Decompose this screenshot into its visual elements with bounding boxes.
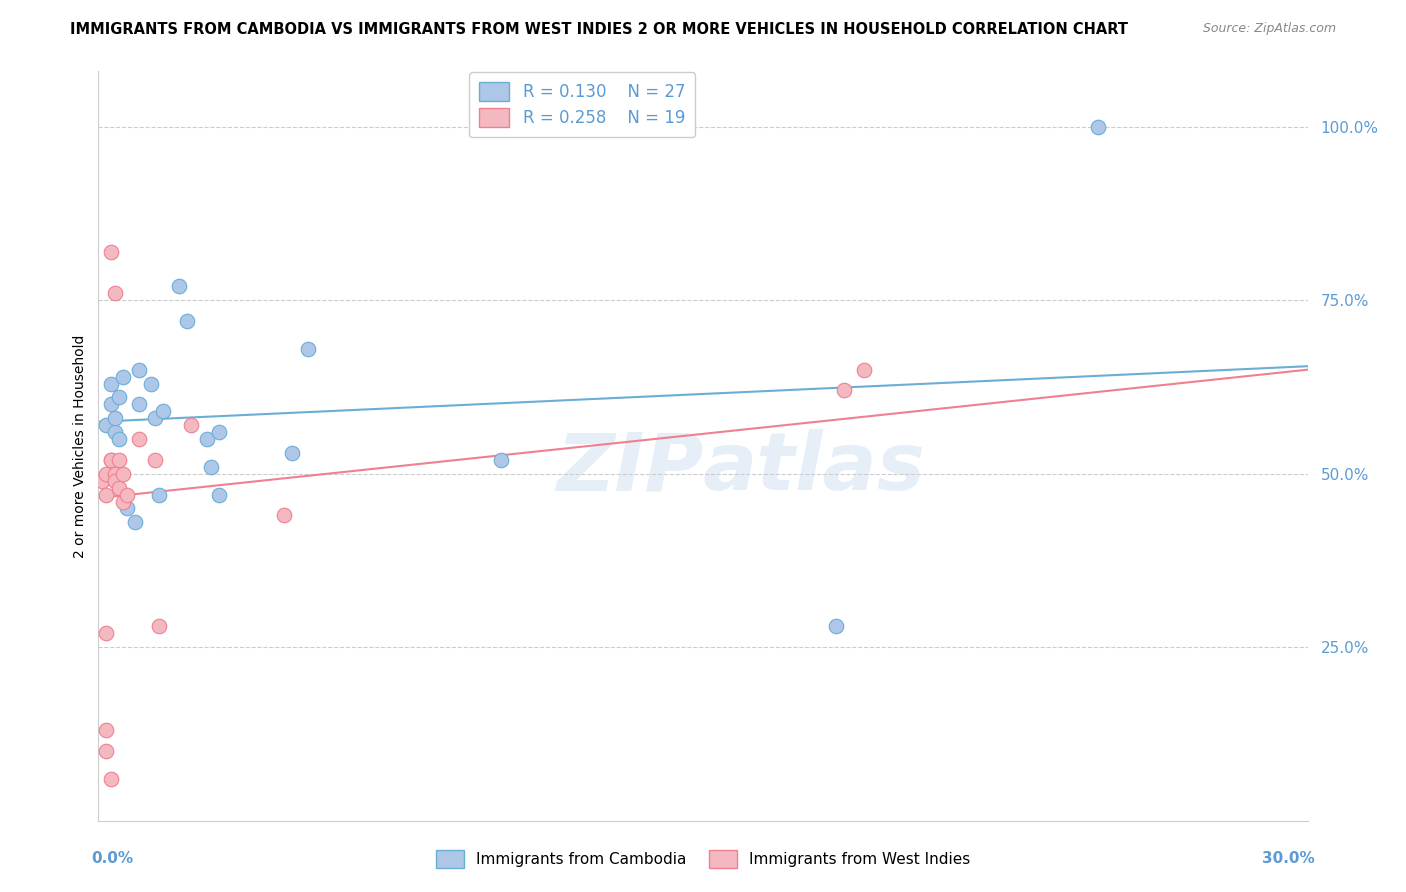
Point	[128, 362, 150, 376]
Point	[143, 453, 166, 467]
Point	[148, 619, 170, 633]
Point	[167, 279, 190, 293]
Point	[273, 508, 295, 523]
Point	[825, 619, 848, 633]
Point	[115, 487, 138, 501]
Point	[832, 384, 855, 398]
Point	[100, 244, 122, 259]
Point	[128, 397, 150, 411]
Point	[139, 376, 162, 391]
Point	[111, 494, 134, 508]
Point	[491, 453, 513, 467]
Text: Source: ZipAtlas.com: Source: ZipAtlas.com	[1202, 22, 1336, 36]
Text: ZIP: ZIP	[555, 429, 703, 508]
Point	[100, 772, 122, 786]
Point	[208, 487, 231, 501]
Point	[1087, 120, 1109, 134]
Text: 0.0%: 0.0%	[91, 851, 134, 865]
Point	[128, 432, 150, 446]
Point	[143, 411, 166, 425]
Point	[100, 376, 122, 391]
Point	[100, 453, 122, 467]
Point	[103, 425, 125, 439]
Point	[103, 467, 125, 481]
Point	[853, 362, 876, 376]
Point	[91, 474, 114, 488]
Point	[107, 481, 129, 495]
Y-axis label: 2 or more Vehicles in Household: 2 or more Vehicles in Household	[73, 334, 87, 558]
Text: 30.0%: 30.0%	[1261, 851, 1315, 865]
Point	[96, 626, 118, 640]
Point	[208, 425, 231, 439]
Point	[148, 487, 170, 501]
Text: atlas: atlas	[703, 429, 925, 508]
Point	[107, 432, 129, 446]
Point	[115, 501, 138, 516]
Point	[111, 369, 134, 384]
Legend: Immigrants from Cambodia, Immigrants from West Indies: Immigrants from Cambodia, Immigrants fro…	[429, 843, 977, 875]
Point	[195, 432, 218, 446]
Point	[100, 397, 122, 411]
Point	[176, 314, 198, 328]
Text: IMMIGRANTS FROM CAMBODIA VS IMMIGRANTS FROM WEST INDIES 2 OR MORE VEHICLES IN HO: IMMIGRANTS FROM CAMBODIA VS IMMIGRANTS F…	[70, 22, 1128, 37]
Point	[96, 418, 118, 433]
Point	[103, 411, 125, 425]
Point	[111, 467, 134, 481]
Point	[297, 342, 319, 356]
Point	[124, 516, 146, 530]
Point	[103, 474, 125, 488]
Point	[107, 453, 129, 467]
Point	[152, 404, 174, 418]
Point	[100, 453, 122, 467]
Point	[96, 487, 118, 501]
Point	[281, 446, 304, 460]
Point	[96, 467, 118, 481]
Point	[96, 744, 118, 758]
Point	[96, 723, 118, 738]
Point	[200, 459, 222, 474]
Point	[107, 391, 129, 405]
Point	[103, 286, 125, 301]
Point	[180, 418, 202, 433]
Legend: R = 0.130    N = 27, R = 0.258    N = 19: R = 0.130 N = 27, R = 0.258 N = 19	[470, 72, 695, 137]
